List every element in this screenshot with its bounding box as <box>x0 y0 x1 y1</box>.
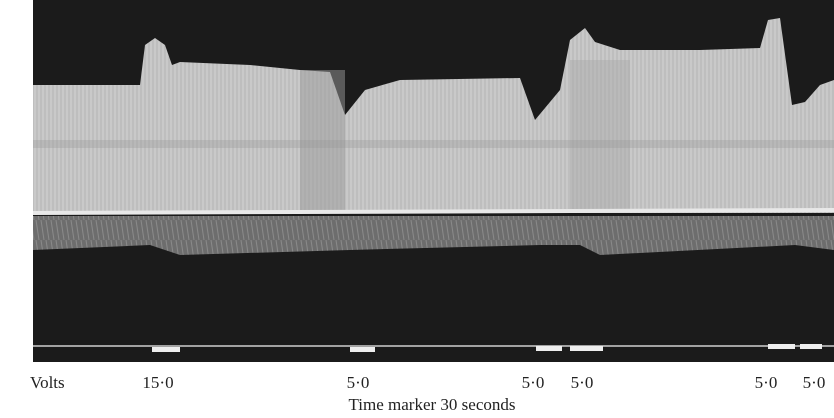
time-markers <box>152 344 822 352</box>
recording <box>32 0 834 362</box>
shade <box>33 140 834 148</box>
trace-lower <box>33 216 834 255</box>
baseline <box>32 208 834 215</box>
shade <box>300 70 345 213</box>
marker-label: 5·0 <box>803 373 826 392</box>
caption: Time marker 30 seconds <box>349 395 516 414</box>
marker-label: 5·0 <box>522 373 545 392</box>
shade <box>570 60 630 213</box>
marker-label: 5·0 <box>571 373 594 392</box>
trace-upper <box>33 18 834 213</box>
marker-label: 5·0 <box>347 373 370 392</box>
marker-label: 5·0 <box>755 373 778 392</box>
marker-label: 15·0 <box>142 373 173 392</box>
y-label: Volts <box>30 373 65 392</box>
